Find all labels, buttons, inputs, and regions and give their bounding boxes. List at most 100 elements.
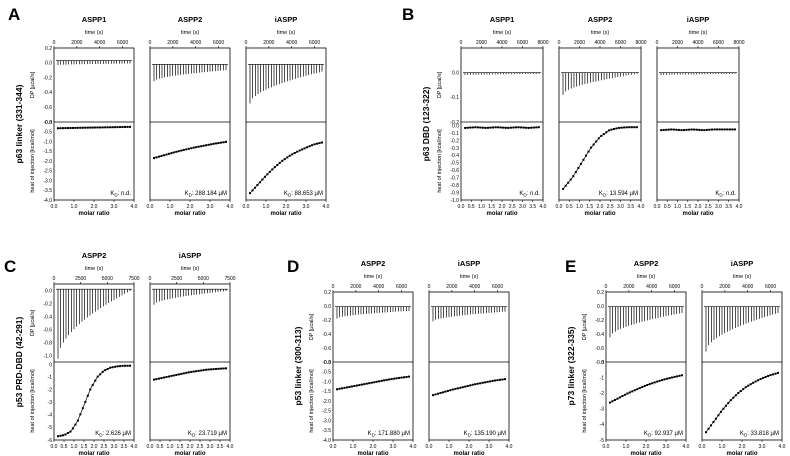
heat-tick-label: -1.5	[43, 149, 52, 155]
heat-tick-label: -3.5	[322, 428, 331, 434]
heat-point	[162, 376, 165, 379]
subplot-title: ASPP2	[82, 251, 107, 260]
heat-point	[764, 375, 767, 378]
kd-label: KD: 288.184 µM	[185, 191, 227, 198]
time-tick-label: 0	[460, 40, 463, 46]
time-tick-label: 8000	[635, 40, 646, 46]
heat-point	[723, 128, 726, 131]
heat-point	[129, 125, 131, 128]
heat-point	[408, 375, 410, 378]
molar-tick-label: 1.5	[586, 204, 593, 210]
heat-point	[119, 126, 122, 129]
heat-point	[400, 376, 403, 379]
molar-tick-label: 2.0	[643, 444, 650, 450]
heat-point	[212, 142, 215, 145]
heat-point	[195, 370, 198, 373]
heat-point	[502, 126, 505, 129]
heat-point	[343, 386, 346, 389]
heat-point	[220, 141, 223, 144]
heat-point	[670, 128, 673, 131]
heat-point	[395, 377, 398, 380]
fit-curve	[57, 365, 130, 437]
heat-point	[157, 155, 160, 158]
kd-subscript: D	[114, 193, 118, 198]
heat-point	[311, 144, 314, 147]
kd-value: : 171.880 µM	[375, 431, 410, 437]
heat-point	[476, 126, 479, 129]
heat-tick-label: -3	[48, 400, 53, 406]
heat-point	[345, 386, 348, 389]
heat-point	[360, 383, 363, 386]
dp-tick-label: -0.2	[322, 318, 331, 324]
kd-label: KD: 13.594 µM	[599, 191, 638, 198]
time-axis-label: time (s)	[181, 30, 200, 36]
heat-point	[630, 126, 633, 129]
dp-tick-label: -0.4	[43, 90, 52, 96]
heat-point	[752, 381, 755, 384]
molar-tick-label: 2.0	[283, 204, 290, 210]
heat-point	[175, 150, 178, 153]
heat-point	[587, 150, 590, 153]
kd-symbol: K	[464, 431, 468, 437]
molar-ratio-label: molar ratio	[584, 211, 615, 217]
heat-point	[153, 378, 155, 381]
heat-point	[623, 393, 626, 396]
heat-point	[562, 187, 565, 190]
time-tick-label: 6000	[309, 40, 320, 46]
heat-point	[509, 126, 512, 129]
dp-tick-label: -0.6	[322, 346, 331, 352]
heat-point	[662, 128, 665, 131]
molar-tick-label: 1.0	[576, 204, 583, 210]
kd-subscript: D	[192, 433, 196, 438]
time-tick-label: 4000	[692, 40, 703, 46]
kd-label: KD: 171.880 µM	[368, 431, 410, 438]
heat-point	[86, 394, 89, 397]
molar-tick-label: 1.0	[71, 444, 78, 450]
heat-point	[683, 129, 686, 132]
heat-point	[484, 126, 487, 129]
heat-point	[89, 126, 92, 129]
dp-tick-label: -0.4	[595, 332, 604, 338]
heat-point	[190, 147, 193, 150]
heat-point	[708, 128, 711, 131]
heat-tick-label: -1	[600, 375, 605, 381]
kd-label: KD: 2.626 µM	[95, 431, 131, 438]
heat-point	[767, 375, 770, 378]
heat-point	[215, 142, 218, 145]
molar-tick-label: 1.5	[177, 444, 184, 450]
heat-point	[225, 367, 227, 370]
dp-tick-label: -0.1	[450, 95, 459, 101]
heat-point	[712, 421, 715, 424]
molar-tick-label: 4.0	[227, 444, 234, 450]
subplot-title: iASPP	[275, 15, 298, 24]
heat-tick-label: 0.0	[45, 120, 52, 126]
plot-frame	[656, 47, 740, 201]
heat-point	[71, 427, 74, 430]
heat-point	[355, 384, 358, 387]
molar-tick-label: 1.0	[623, 444, 630, 450]
molar-tick-label: 2.0	[499, 204, 506, 210]
heat-point	[579, 162, 582, 165]
heat-tick-label: -0.5	[322, 370, 331, 376]
heat-point	[205, 368, 208, 371]
time-tick-label: 0	[558, 40, 561, 46]
molar-tick-label: 2.5	[197, 444, 204, 450]
heat-point	[489, 380, 492, 383]
heat-point	[101, 370, 104, 373]
time-tick-label: 8000	[733, 40, 744, 46]
heat-tick-label: -0.9	[450, 190, 459, 196]
kd-label: KD: 23.719 µM	[188, 431, 227, 438]
kd-label: KD: 92.937 µM	[644, 431, 683, 438]
kd-symbol: K	[110, 191, 114, 197]
heat-point	[582, 158, 585, 161]
heat-point	[298, 149, 301, 152]
molar-tick-label: 3.0	[759, 444, 766, 450]
heat-point	[680, 129, 683, 132]
molar-tick-label: 2.0	[739, 444, 746, 450]
heat-point	[111, 126, 114, 129]
subplot-aspp1: ASPP1 time (s) 0 2000 4000 6000 0.2 0.0 -0.2 -0.4…	[43, 15, 137, 217]
time-tick-label: 0	[53, 40, 56, 46]
dp-tick-label: -0.8	[322, 360, 331, 366]
